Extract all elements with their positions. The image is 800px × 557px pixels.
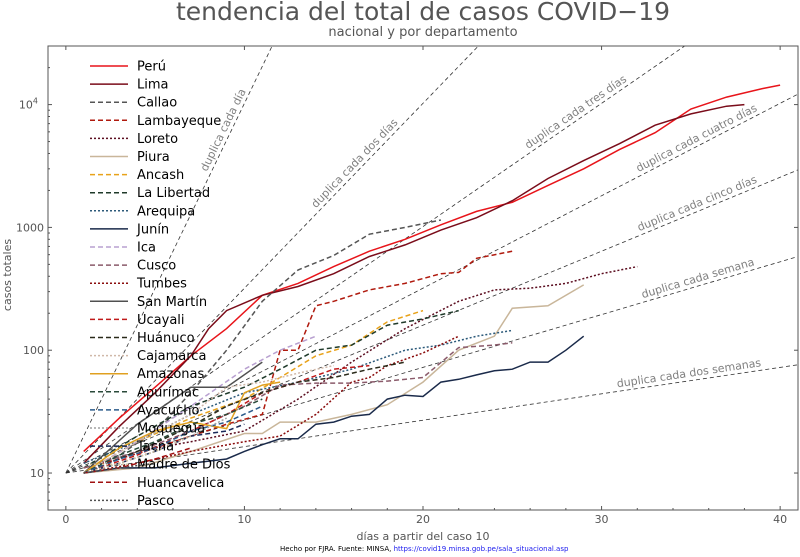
series-line	[83, 309, 459, 469]
reference-line	[65, 93, 798, 474]
x-axis-label: días a partir del caso 10	[357, 530, 490, 543]
series-line	[83, 284, 585, 474]
legend-label: Ayacucho	[137, 403, 199, 418]
legend-label: Lambayeque	[137, 114, 221, 129]
legend-label: Cusco	[137, 259, 176, 274]
legend-label: La Libertad	[137, 186, 210, 201]
legend-label: Junín	[136, 222, 169, 237]
series-line	[83, 361, 263, 474]
legend-label: Loreto	[137, 132, 178, 147]
x-tick-label: 10	[237, 513, 251, 526]
series-line	[83, 342, 513, 469]
legend-label: Perú	[137, 60, 166, 75]
legend-label: San Martín	[137, 295, 207, 310]
legend-label: Amazonas	[137, 367, 205, 382]
legend-label: Apurímac	[137, 385, 199, 400]
series-line	[83, 103, 745, 464]
series-line	[83, 462, 156, 474]
legend-label: Ancash	[137, 168, 184, 183]
legend-label: Piura	[137, 150, 170, 165]
x-tick-label: 40	[773, 513, 787, 526]
legend-label: Ucayali	[137, 313, 185, 328]
reference-line-label: duplica cada dos días	[309, 116, 401, 211]
footer-source: Hecho por FJRA. Fuente: MINSA, https://c…	[280, 545, 569, 553]
legend-label: Callao	[137, 96, 177, 111]
series-line	[83, 361, 406, 474]
y-tick-exponent: 4	[33, 97, 38, 106]
legend-label: Lima	[137, 78, 168, 93]
series-lines	[83, 84, 781, 474]
y-tick-label: 100	[23, 344, 44, 357]
series-line	[83, 335, 460, 474]
reference-line-label: duplica cada semana	[640, 255, 756, 301]
series-line	[83, 250, 513, 469]
legend-label: Moquegua	[137, 422, 205, 437]
chart-subtitle: nacional y por departamento	[328, 25, 517, 40]
legend-label: Ica	[137, 241, 156, 256]
x-tick-label: 20	[416, 513, 430, 526]
reference-line-label: duplica cada tres días	[522, 72, 629, 151]
y-tick-label: 104	[19, 97, 38, 112]
legend-label: Huánuco	[137, 331, 195, 346]
reference-line	[65, 46, 685, 474]
reference-line	[65, 364, 798, 474]
x-tick-label: 30	[595, 513, 609, 526]
legend-label: Madre de Dios	[137, 458, 231, 473]
y-axis-ticks: 10 100 1000 104	[16, 67, 798, 511]
series-line	[83, 447, 192, 474]
series-line	[83, 265, 638, 474]
reference-line-label: duplica cada cinco días	[635, 173, 759, 234]
y-tick-label: 10	[30, 467, 44, 480]
series-line	[83, 335, 585, 474]
footer-link[interactable]: https://covid19.minsa.gob.pe/sala_situac…	[394, 545, 569, 553]
legend-label: Huancavelica	[137, 476, 224, 491]
series-line	[83, 398, 263, 474]
legend-label: Arequipa	[137, 204, 195, 219]
legend-label: Tacna	[136, 440, 174, 455]
reference-line	[65, 169, 798, 474]
series-line	[83, 381, 281, 474]
series-line	[83, 423, 245, 474]
legend-label: Tumbes	[136, 277, 187, 292]
chart-title: tendencia del total de casos COVID−19	[176, 0, 670, 26]
series-line	[83, 335, 317, 474]
x-axis-ticks: 0 10 20 30 40	[62, 46, 787, 526]
reference-line	[65, 46, 273, 474]
y-tick-label: 1000	[16, 221, 44, 234]
legend-label: Pasco	[137, 494, 174, 509]
legend-label: Cajamarca	[137, 349, 206, 364]
reference-line-label: duplica cada día	[198, 87, 249, 174]
x-tick-label: 0	[62, 513, 69, 526]
y-axis-label: casos totales	[1, 239, 14, 311]
footer-text: Hecho por FJRA. Fuente: MINSA,	[280, 545, 394, 553]
reference-line	[65, 46, 479, 474]
series-line	[83, 329, 513, 464]
legend: Perú Lima Callao Lambayeque Loreto Piura Ancas…	[90, 60, 231, 509]
